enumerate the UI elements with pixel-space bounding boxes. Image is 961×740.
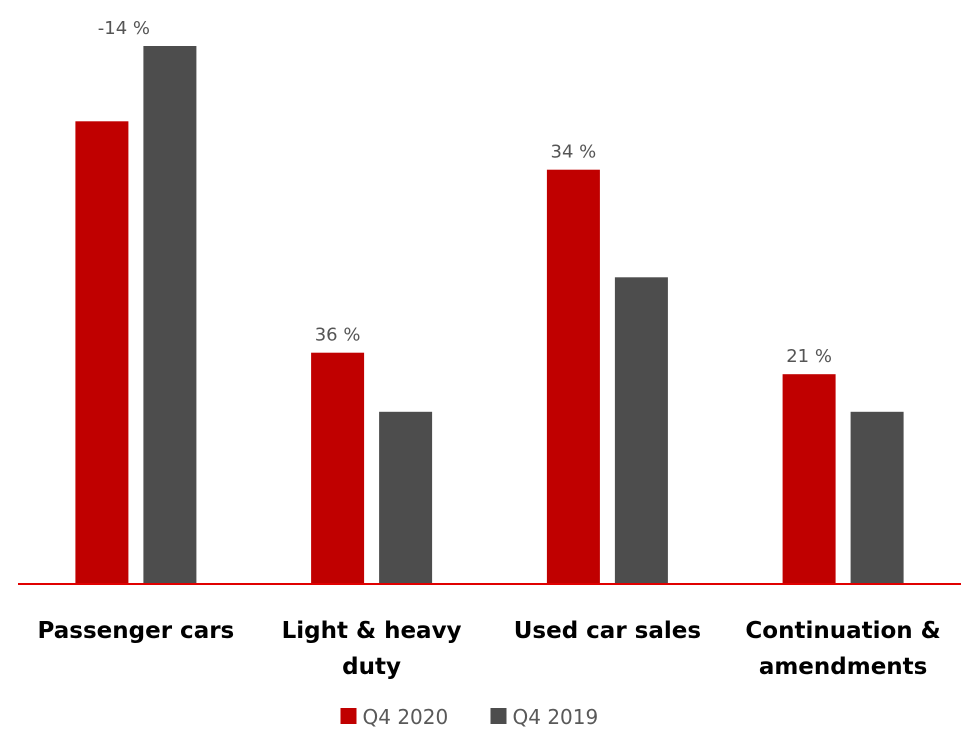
category-label-0-line-0: Passenger cars xyxy=(38,618,235,644)
legend-swatch-0 xyxy=(340,708,357,724)
category-label-1-line-1: duty xyxy=(342,654,401,680)
legend-swatch-1 xyxy=(490,708,507,724)
data-label-1: 36 % xyxy=(315,325,361,346)
category-label-1-line-0: Light & heavy xyxy=(282,618,462,644)
data-label-0: -14 % xyxy=(98,18,150,39)
bar-q4-2020-2 xyxy=(546,169,600,584)
bar-q4-2020-1 xyxy=(311,352,365,584)
bars-layer xyxy=(75,46,904,585)
bar-q4-2020-0 xyxy=(75,121,129,585)
legend-label-1: Q4 2019 xyxy=(513,705,599,729)
category-labels-layer: Passenger cars Light & heavy duty Used car … xyxy=(38,618,941,680)
category-label-3-line-1: amendments xyxy=(759,654,928,680)
data-label-3: 21 % xyxy=(786,346,832,367)
bar-q4-2019-1 xyxy=(379,411,433,584)
bar-q4-2019-0 xyxy=(143,46,197,584)
category-label-3-line-0: Continuation & xyxy=(745,618,940,644)
data-label-2: 34 % xyxy=(551,142,597,163)
legend: Q4 2020 Q4 2019 xyxy=(340,705,599,729)
bar-q4-2019-3 xyxy=(850,411,904,584)
bar-q4-2020-3 xyxy=(782,374,836,584)
bar-q4-2019-2 xyxy=(614,277,668,584)
data-labels-layer: -14 % 36 % 34 % 21 % xyxy=(98,18,832,367)
category-label-2-line-0: Used car sales xyxy=(514,618,701,644)
legend-label-0: Q4 2020 xyxy=(363,705,449,729)
